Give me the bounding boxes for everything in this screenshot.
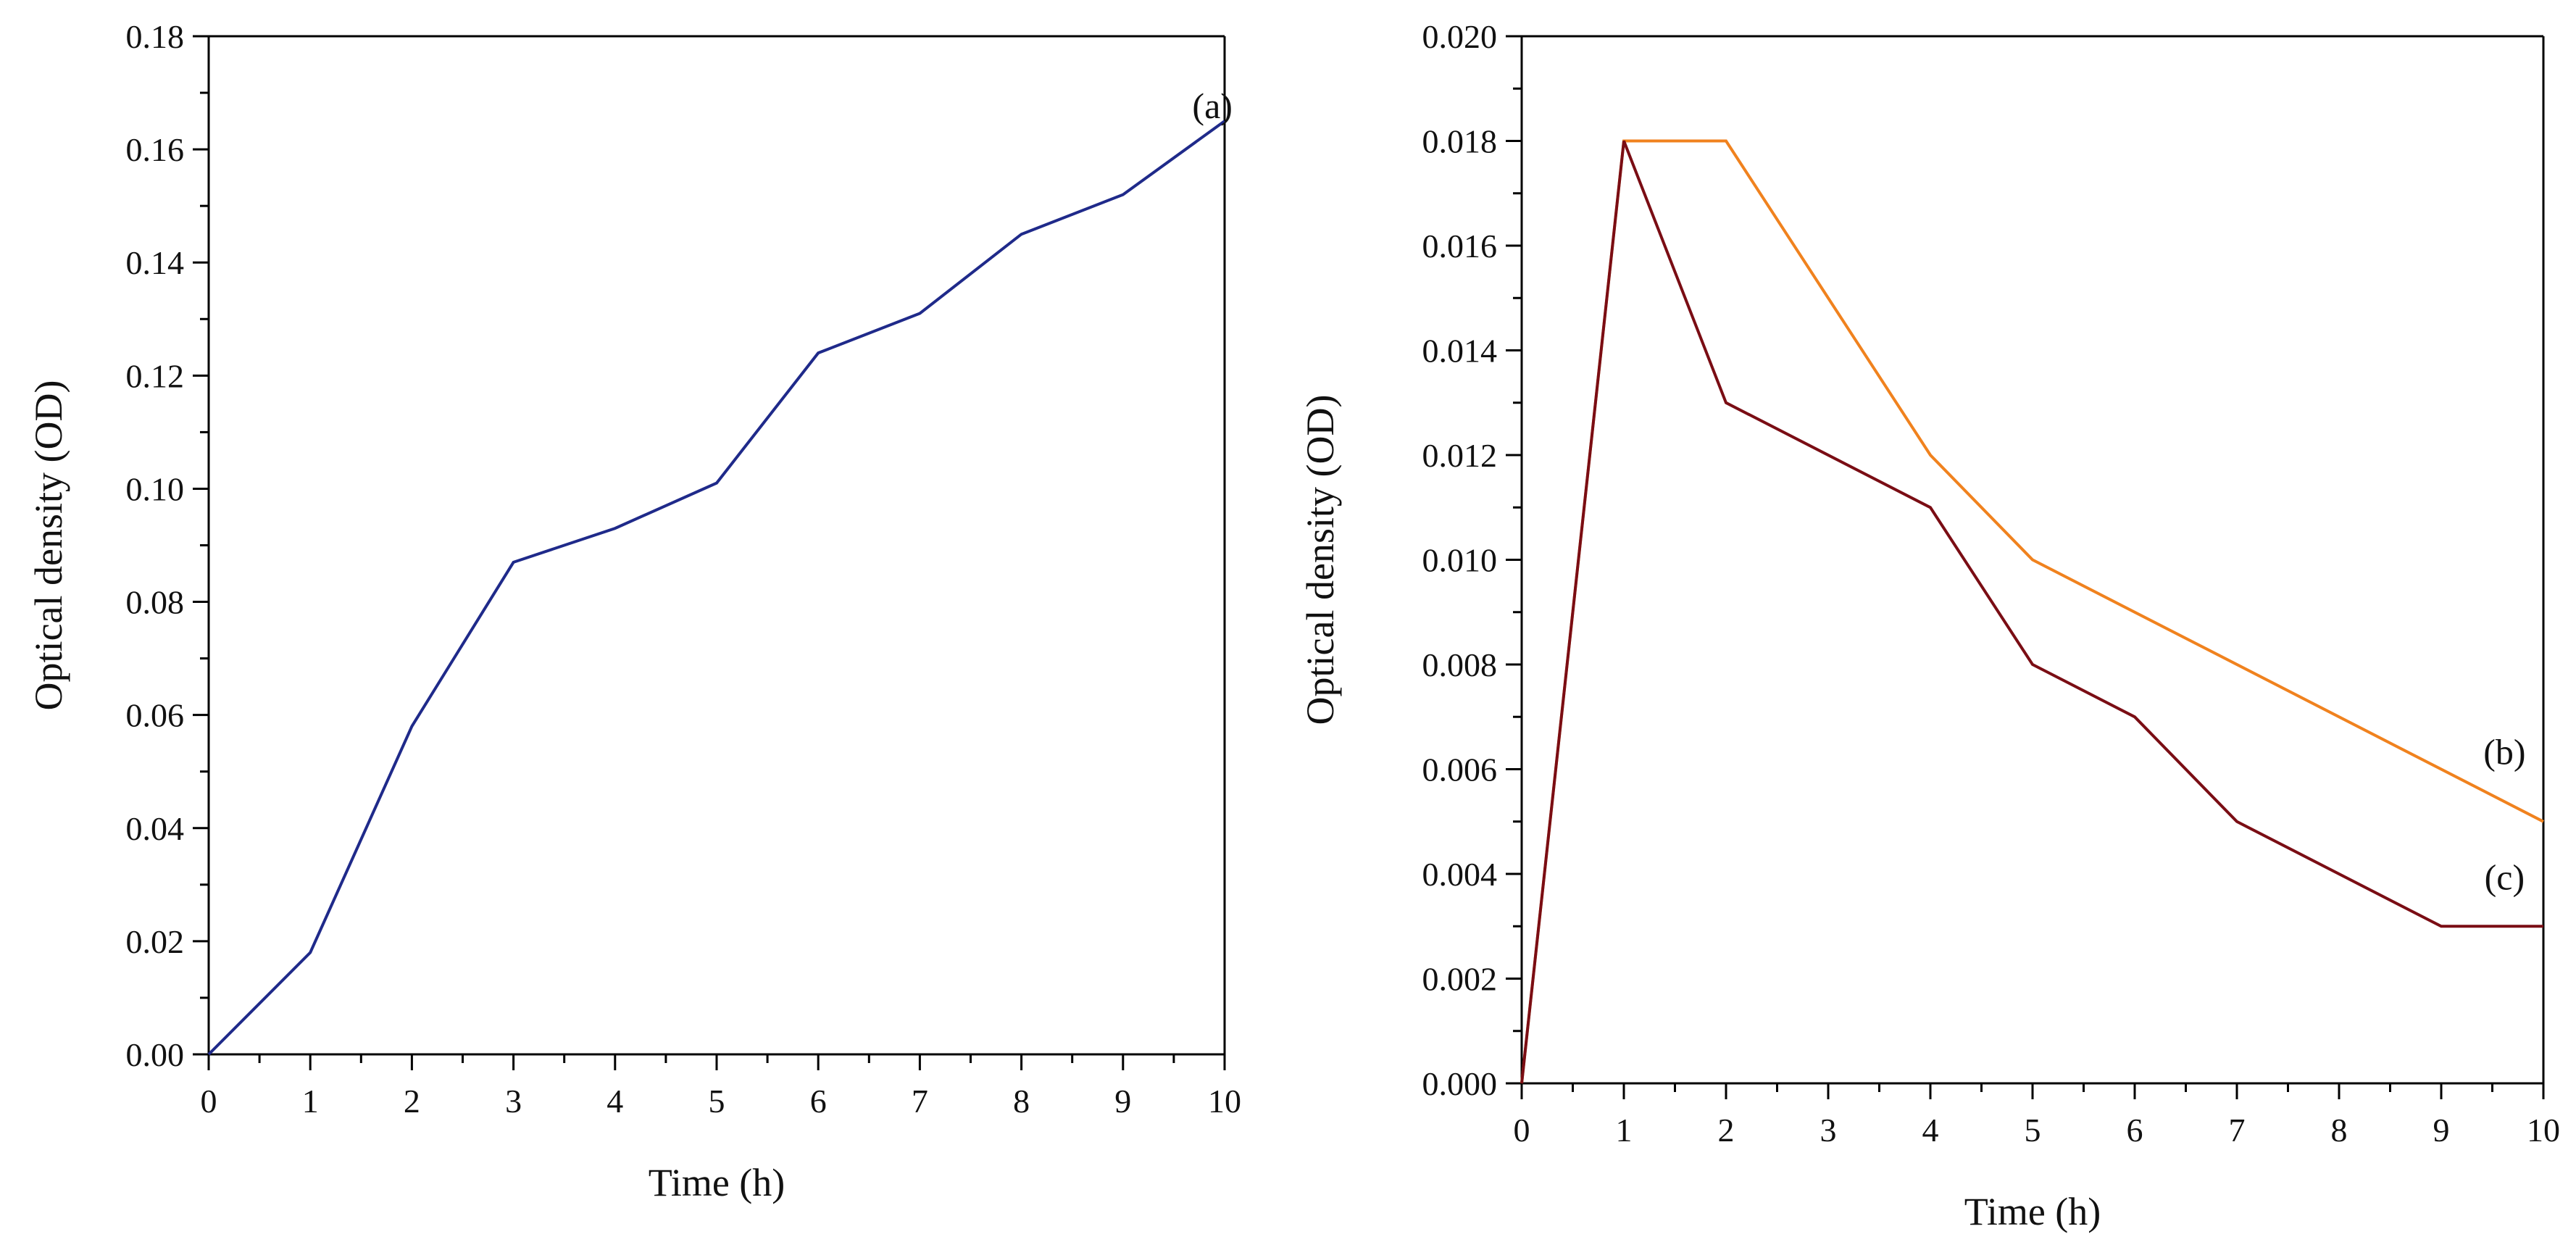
y-tick-label: 0.000 [1422,1065,1498,1102]
x-tick-label: 10 [2527,1112,2560,1149]
x-tick-label: 2 [404,1083,420,1120]
x-tick-label: 7 [912,1083,928,1120]
x-tick-label: 8 [2331,1112,2348,1149]
y-tick-label: 0.002 [1422,961,1498,998]
y-tick-label: 0.00 [126,1036,185,1073]
y-axis-title: Optical density (OD) [27,380,70,711]
y-tick-label: 0.06 [126,697,185,734]
x-tick-label: 1 [1616,1112,1633,1149]
chart-panel-0: 0.00 0.02 0.04 0.06 0.08 0.10 0.12 0.14 0.16 0.18… [27,18,1241,1204]
x-tick-label: 4 [607,1083,623,1120]
series-line-a [207,120,1226,1056]
y-tick-label: 0.012 [1422,437,1498,474]
y-tick-label: 0.016 [1422,228,1498,264]
x-tick-label: 10 [1208,1083,1241,1120]
x-tick-label: 9 [1114,1083,1131,1120]
x-tick-label: 8 [1013,1083,1030,1120]
x-tick-label: 0 [1514,1112,1530,1149]
x-tick-label: 7 [2229,1112,2246,1149]
x-tick-label: 0 [201,1083,217,1120]
y-tick-label: 0.10 [126,470,185,507]
x-tick-label: 6 [810,1083,827,1120]
y-tick-label: 0.02 [126,923,185,960]
y-tick-label: 0.006 [1422,751,1498,788]
series-label-b: (b) [2483,731,2525,772]
y-tick-label: 0.12 [126,357,185,394]
series-label-c: (c) [2485,857,2525,898]
x-tick-label: 3 [1820,1112,1837,1149]
y-tick-label: 0.08 [126,584,185,621]
y-axis-title: Optical density (OD) [1299,395,1342,725]
x-tick-label: 6 [2127,1112,2143,1149]
y-tick-label: 0.010 [1422,542,1498,579]
y-tick-label: 0.16 [126,131,185,168]
x-tick-label: 4 [1922,1112,1939,1149]
y-tick-label: 0.020 [1422,18,1498,55]
y-tick-label: 0.004 [1422,856,1498,893]
y-tick-label: 0.04 [126,810,185,847]
y-tick-label: 0.014 [1422,333,1498,370]
y-tick-label: 0.18 [126,18,185,55]
series-line-b [1520,139,2544,1084]
series-label-a: (a) [1192,86,1233,126]
x-tick-label: 9 [2433,1112,2450,1149]
chart-panel-1: 0.000 0.002 0.004 0.006 0.008 0.010 0.012 0.014… [1299,18,2560,1233]
x-tick-label: 1 [302,1083,319,1120]
x-tick-label: 2 [1718,1112,1735,1149]
x-axis-title: Time (h) [649,1161,785,1204]
x-tick-label: 5 [2025,1112,2041,1149]
y-tick-label: 0.018 [1422,123,1498,160]
y-tick-label: 0.14 [126,244,185,281]
x-axis-title: Time (h) [1964,1190,2101,1233]
x-tick-label: 3 [505,1083,522,1120]
y-tick-label: 0.008 [1422,646,1498,683]
series-line-c [1520,140,2543,1084]
x-tick-label: 5 [709,1083,725,1120]
